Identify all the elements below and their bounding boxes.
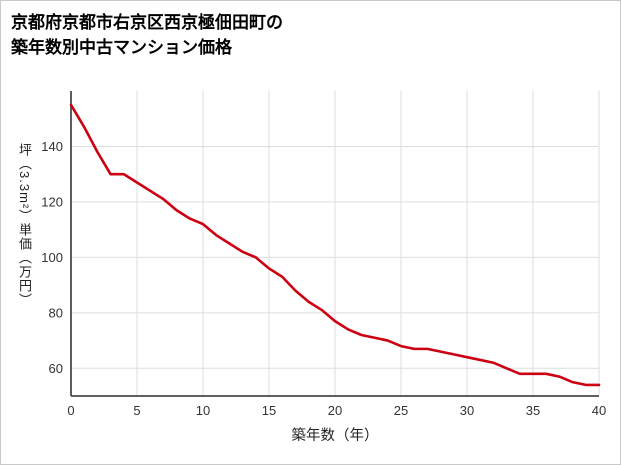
price-line-chart: 60 80 100 120 140 0 5 10 15 20 25 30 35 40 築年数（年） [41,91,606,444]
x-tick-label: 0 [67,403,74,418]
x-tick-label: 25 [394,403,408,418]
price-line [69,103,601,387]
x-axis-label: 築年数（年） [292,426,379,444]
chart-title-line1: 京都府京都市右京区西京極佃田町の [11,13,283,32]
y-tick-label: 60 [49,361,63,376]
x-tick-label: 40 [592,403,606,418]
y-tick-label: 140 [41,139,63,154]
chart-area: 60 80 100 120 140 0 5 10 15 20 25 30 35 40 築年数（年） 坪（3.… [1,81,620,464]
x-tick-label: 20 [328,403,342,418]
y-axis-label: 坪（3.3m²）単価（万円） [17,143,32,308]
chart-title-line2: 築年数別中古マンション価格 [11,37,232,57]
y-tick-label: 120 [41,194,63,209]
x-tick-label: 35 [526,403,540,418]
x-tick-label: 5 [133,403,140,418]
x-tick-label: 30 [460,403,474,418]
y-tick-label: 100 [41,250,63,265]
y-tick-label: 80 [49,305,63,320]
x-tick-label: 10 [196,403,210,418]
x-tick-label: 15 [262,403,276,418]
chart-title: 京都府京都市右京区西京極佃田町の 築年数別中古マンション価格 [11,11,283,60]
